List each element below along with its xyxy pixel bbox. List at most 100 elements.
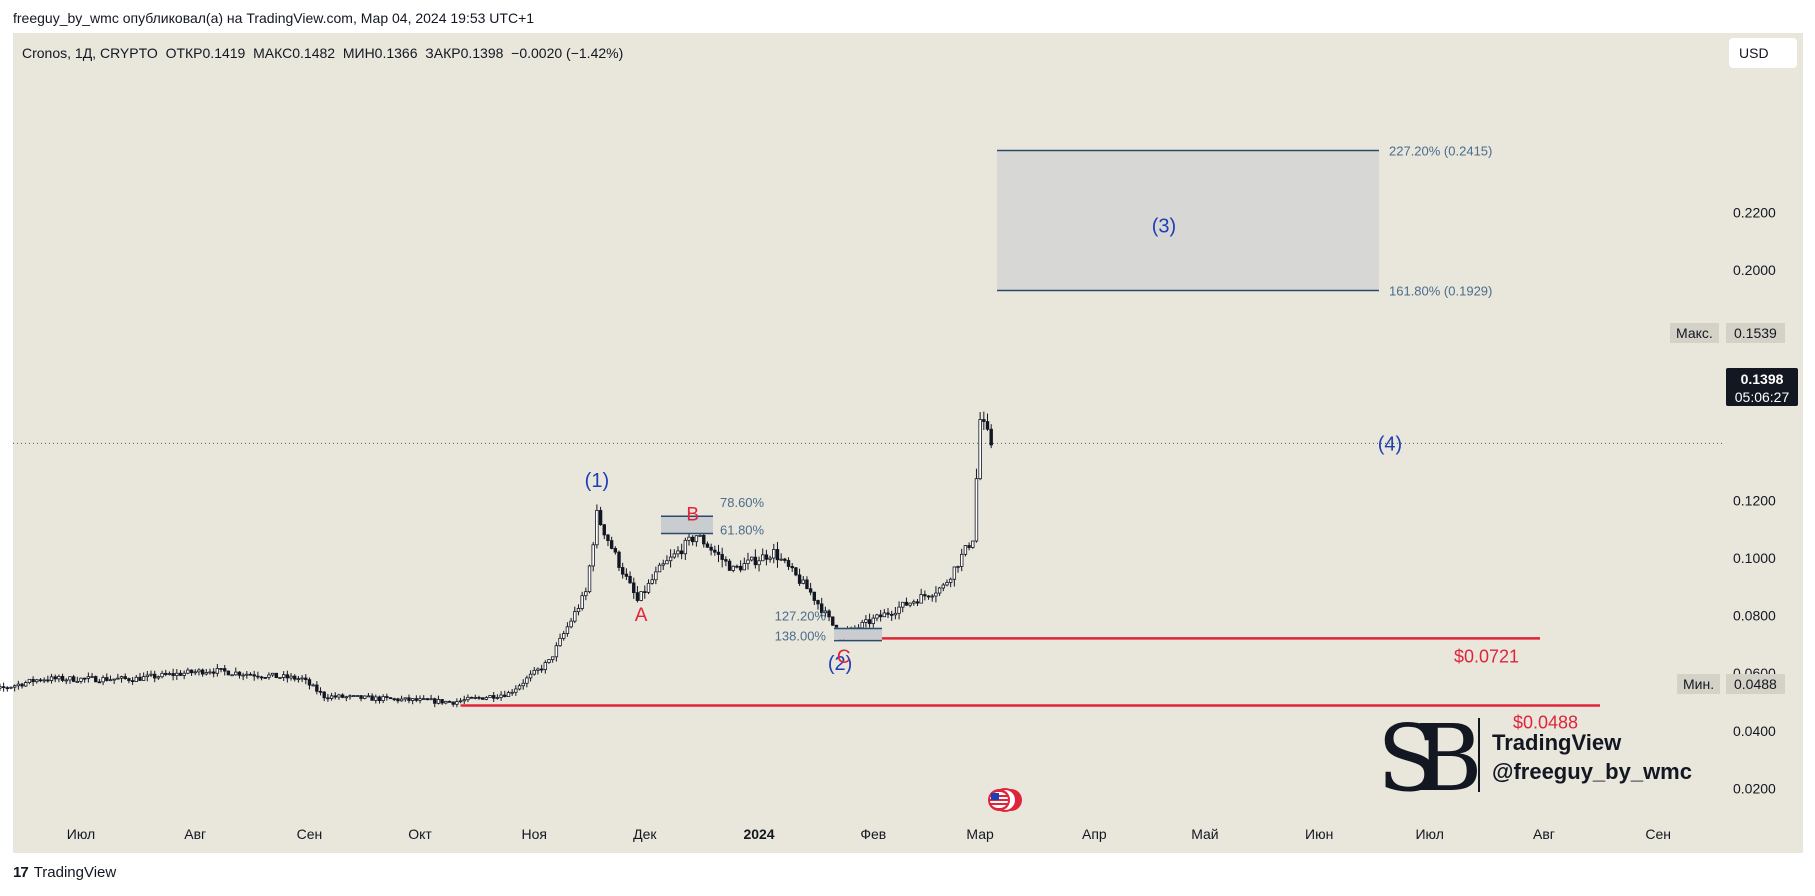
legend-close: ЗАКР0.1398 (425, 45, 504, 61)
candle-up (116, 677, 120, 680)
candle-down (31, 678, 35, 683)
candle-up (654, 571, 658, 581)
candle-up (768, 557, 772, 560)
legend-change: −0.0020 (−1.42%) (511, 45, 624, 61)
candle-up (646, 582, 651, 593)
candle-down (219, 668, 223, 670)
candle-up (746, 559, 750, 564)
candle-down (451, 701, 455, 705)
us-flag-icon[interactable] (987, 788, 1023, 812)
candle-down (477, 696, 481, 699)
x-tick-label: Ноя (522, 826, 547, 842)
x-tick-label: Июл (1415, 826, 1443, 842)
watermark-text: TradingView @freeguy_by_wmc (1492, 728, 1692, 786)
candle-down (130, 680, 135, 682)
candle-up (145, 674, 150, 678)
candle-down (46, 679, 50, 682)
candle-up (591, 544, 595, 567)
candle-down (318, 690, 323, 693)
candle-down (827, 610, 831, 618)
candle-up (772, 549, 776, 559)
corrective-label: B (686, 504, 699, 525)
candle-up (234, 671, 238, 676)
candle-down (691, 536, 695, 543)
candle-down (480, 697, 485, 700)
candle-up (864, 619, 868, 623)
candle-up (757, 560, 761, 566)
candle-up (882, 612, 887, 618)
watermark-line2: @freeguy_by_wmc (1492, 759, 1692, 784)
candle-down (643, 591, 647, 593)
candle-down (617, 551, 621, 568)
candle-up (208, 671, 212, 674)
publisher-header: freeguy_by_wmc опубликовал(а) на Trading… (13, 10, 535, 26)
fib-label-138: 138.00% (775, 629, 827, 644)
candle-up (650, 579, 654, 584)
last-price-tag: 0.1398 05:06:27 (1726, 368, 1798, 406)
candle-up (901, 601, 905, 608)
candle-down (915, 601, 920, 604)
candle-down (333, 695, 337, 698)
currency-button[interactable]: USD (1729, 38, 1797, 68)
legend-high: МАКС0.1482 (253, 45, 336, 61)
candle-down (812, 591, 817, 601)
fib-label-618: 61.80% (720, 523, 765, 538)
candle-up (495, 697, 500, 699)
candle-down (259, 676, 264, 679)
candle-down (890, 613, 894, 616)
candle-down (716, 551, 721, 555)
candle-up (344, 696, 349, 699)
candle-down (293, 675, 297, 680)
candle-up (160, 672, 164, 678)
x-tick-label: Июл (67, 826, 95, 842)
candle-down (831, 616, 835, 626)
x-tick-label: Апр (1082, 826, 1107, 842)
candle-up (422, 698, 426, 701)
sb-logo: S B (1377, 710, 1483, 800)
candle-down (326, 697, 330, 700)
candle-up (429, 698, 433, 701)
x-tick-label: Окт (408, 826, 432, 842)
candle-up (547, 659, 551, 663)
y-tick-label: 0.1200 (1733, 492, 1776, 508)
candle-up (550, 656, 555, 660)
candle-down (679, 550, 684, 555)
candle-up (35, 679, 39, 683)
candle-down (735, 565, 739, 568)
y-tick-label: 0.2200 (1733, 204, 1776, 220)
candle-up (639, 591, 643, 601)
footer-brand[interactable]: 17 TradingView (13, 864, 116, 881)
candle-up (525, 677, 529, 684)
candle-down (613, 548, 618, 553)
candle-up (86, 676, 91, 679)
candle-up (676, 550, 680, 555)
candle-down (377, 696, 382, 702)
candle-up (934, 592, 938, 597)
candle-up (9, 686, 13, 689)
candle-up (444, 700, 448, 704)
candle-up (186, 669, 190, 674)
chart-frame[interactable] (13, 33, 1803, 853)
candle-up (565, 626, 570, 634)
fib-label-1618: 161.80% (0.1929) (1389, 283, 1492, 298)
candle-up (296, 678, 301, 681)
logo-letter-s: S (1377, 710, 1440, 800)
candle-up (484, 697, 489, 700)
max-label: Макс. (1670, 323, 1719, 343)
candle-up (267, 674, 271, 678)
y-tick-label: 0.0400 (1733, 723, 1776, 739)
candle-up (27, 678, 32, 683)
x-tick-label: Мар (966, 826, 994, 842)
candle-up (584, 591, 588, 597)
footer-brand-label: TradingView (33, 864, 117, 881)
support-label-0488: $0.0488 (1513, 712, 1578, 732)
last-price-value: 0.1398 (1740, 371, 1784, 387)
candle-up (363, 695, 367, 699)
candle-down (164, 672, 168, 675)
candle-down (609, 540, 614, 549)
x-tick-label: Авг (1533, 826, 1555, 842)
candle-down (606, 534, 610, 542)
candle-up (24, 682, 28, 687)
candle-down (705, 543, 710, 548)
